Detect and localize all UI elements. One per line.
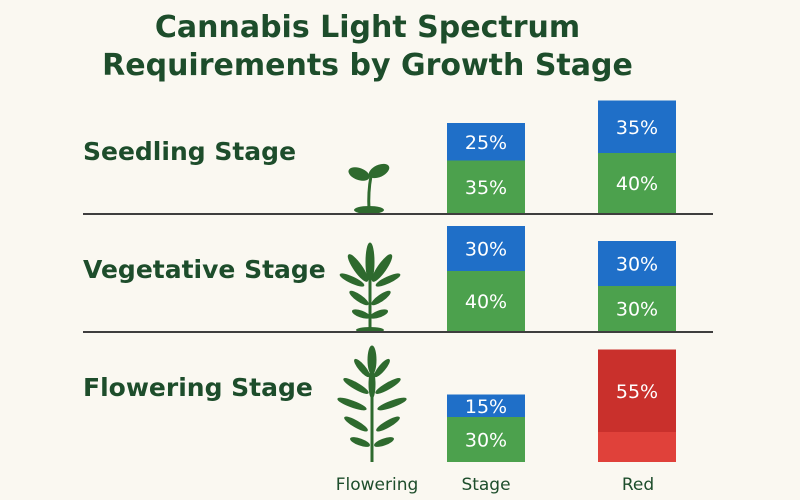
bar-value-label: 35% [465,177,507,199]
bar-value-label: 35% [616,117,658,139]
chart-title-line-2: Requirements by Growth Stage [102,48,633,83]
bar-segment-flowering-stage-stage-green [447,417,525,462]
bar-value-label: 25% [465,132,507,154]
x-axis-label-stage: Stage [461,475,511,495]
bar-segment-seedling-stage-stage-blue [447,123,525,161]
bar-segment-flowering-stage-red-red_light [598,432,676,462]
bar-segment-vegetative-stage-red-green [598,286,676,331]
bar-segment-vegetative-stage-stage-blue [447,226,525,271]
bar-value-label: 30% [616,299,658,321]
bar-segment-vegetative-stage-red-blue [598,241,676,286]
chart-title-line-1: Cannabis Light Spectrum [154,10,581,45]
flowering-plant-icon [337,345,407,462]
bar-segment-vegetative-stage-stage-green [447,271,525,331]
stage-divider-line [83,331,713,333]
bar-value-label: 40% [616,173,658,195]
bar-value-label: 30% [465,430,507,452]
bar-value-label: 30% [465,239,507,261]
bar-value-label: 55% [616,381,658,403]
vegetative-plant-icon [339,242,401,333]
stage-divider-line [83,213,713,215]
stage-label-flowering: Flowering Stage [83,373,313,402]
x-axis-label-red: Red [621,475,655,495]
x-axis-label-flowering: Flowering [335,475,419,495]
bar-segment-flowering-stage-red-red_dark [598,349,676,432]
seedling-icon [348,163,390,214]
bar-value-label: 15% [465,396,507,418]
bar-value-label: 30% [616,254,658,276]
bar-segment-seedling-stage-red-green [598,153,676,213]
bar-segment-flowering-stage-stage-blue [447,394,525,417]
bar-value-label: 40% [465,291,507,313]
stage-label-vegetative: Vegetative Stage [83,255,326,284]
bar-segment-seedling-stage-red-blue [598,100,676,153]
bar-segment-seedling-stage-stage-green [447,160,525,213]
stage-label-seedling: Seedling Stage [83,137,297,166]
